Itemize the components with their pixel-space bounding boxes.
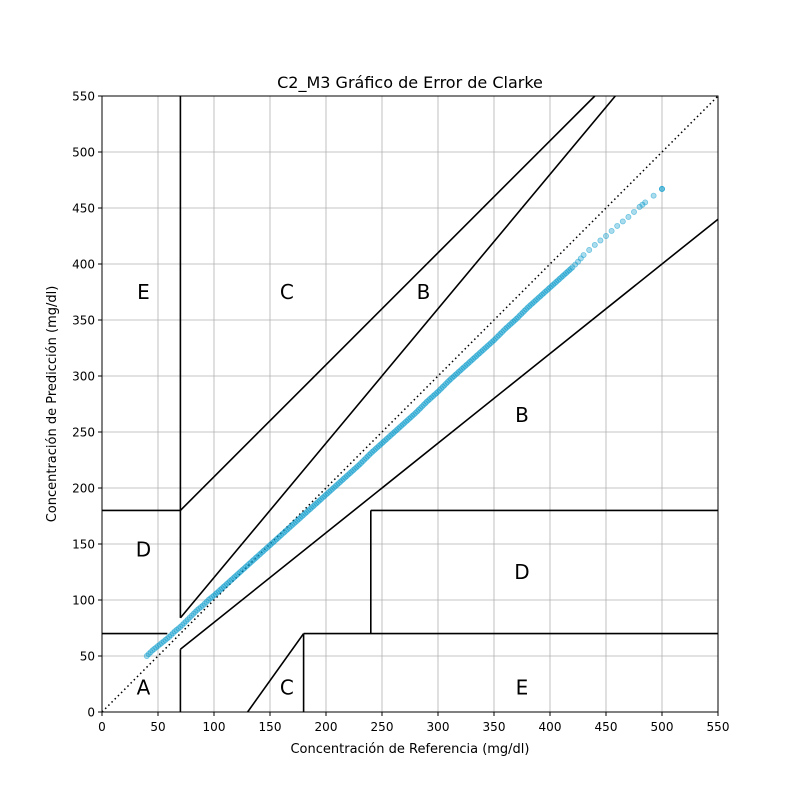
data-points xyxy=(143,186,665,659)
y-tick-label: 50 xyxy=(80,650,95,664)
zone-label: A xyxy=(137,675,151,699)
data-point xyxy=(586,247,593,253)
zone-label: D xyxy=(514,560,529,584)
data-point xyxy=(631,208,637,215)
x-tick-label: 500 xyxy=(651,720,674,734)
zone-boundary-line xyxy=(179,95,616,619)
zone-boundary-line xyxy=(179,218,719,650)
identity-reference-line xyxy=(101,95,719,713)
data-point xyxy=(642,199,649,206)
zone-boundary-line xyxy=(246,633,305,713)
data-point xyxy=(591,242,598,248)
x-tick-label: 100 xyxy=(203,720,226,734)
y-tick-label: 250 xyxy=(72,426,95,440)
plot-frame xyxy=(101,95,719,713)
y-tick-label: 300 xyxy=(72,370,95,384)
y-tick-label: 0 xyxy=(87,706,95,720)
y-tick-label: 100 xyxy=(72,594,95,608)
x-tick-label: 300 xyxy=(427,720,450,734)
data-point xyxy=(625,214,632,220)
data-point xyxy=(650,192,657,199)
y-axis-label: Concentración de Predicción (mg/dl) xyxy=(45,286,60,523)
x-tick-label: 200 xyxy=(315,720,338,734)
y-tick-label: 500 xyxy=(72,146,95,160)
zone-label: E xyxy=(516,675,529,699)
y-axis-ticks: 0 50 100 150 200 250 300 350 400 450 500 550 xyxy=(72,90,102,720)
x-tick-label: 400 xyxy=(539,720,562,734)
data-point xyxy=(603,233,609,239)
y-tick-label: 150 xyxy=(72,538,95,552)
zone-boundary-line xyxy=(179,95,596,511)
x-tick-label: 0 xyxy=(98,720,106,734)
y-tick-label: 400 xyxy=(72,258,95,272)
x-tick-label: 550 xyxy=(707,720,730,734)
zone-lines xyxy=(102,95,719,713)
x-tick-label: 350 xyxy=(483,720,506,734)
zone-label: C xyxy=(280,280,294,304)
x-tick-label: 150 xyxy=(259,720,282,734)
data-point xyxy=(619,218,626,225)
x-tick-label: 250 xyxy=(371,720,394,734)
data-point xyxy=(659,186,665,192)
x-axis-ticks: 0 50 100 150 200 250 300 350 400 450 500 550 xyxy=(98,712,729,734)
y-tick-label: 350 xyxy=(72,314,95,328)
y-tick-label: 200 xyxy=(72,482,95,496)
y-tick-label: 450 xyxy=(72,202,95,216)
zone-labels: A B B C C D D E E xyxy=(136,280,530,699)
zone-label: D xyxy=(136,538,151,562)
data-point xyxy=(597,237,604,244)
x-tick-label: 50 xyxy=(150,720,165,734)
chart-title: C2_M3 Gráfico de Error de Clarke xyxy=(277,73,543,93)
data-point xyxy=(580,252,587,258)
x-tick-label: 450 xyxy=(595,720,618,734)
data-point xyxy=(608,228,615,234)
zone-label: B xyxy=(515,403,529,427)
x-axis-label: Concentración de Referencia (mg/dl) xyxy=(290,742,529,757)
data-point xyxy=(614,222,621,229)
zone-label: C xyxy=(280,675,294,699)
y-tick-label: 550 xyxy=(72,90,95,104)
zone-label: E xyxy=(137,280,150,304)
zone-label: B xyxy=(417,280,431,304)
